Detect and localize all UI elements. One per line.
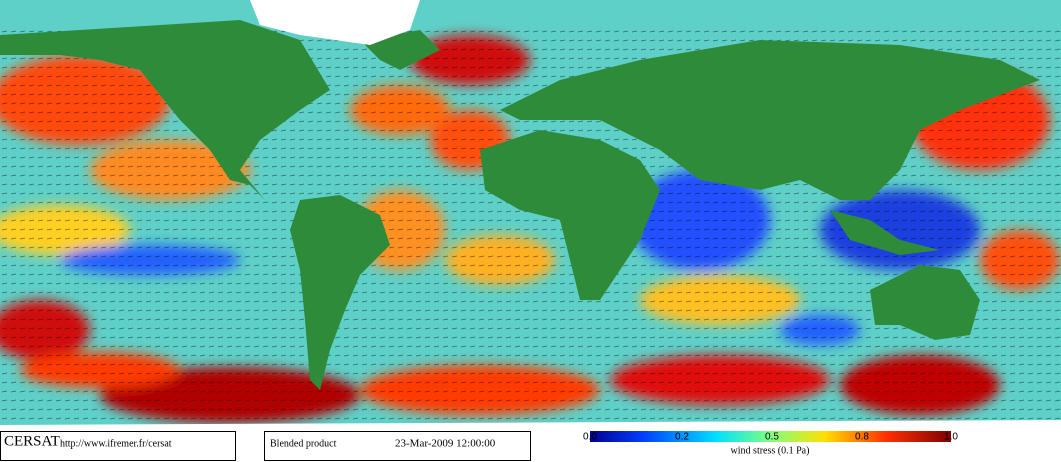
colorbar-ticks: 0.0 0.2 0.5 0.8 1.0	[583, 432, 958, 443]
colorbar-tick-label: 0.0	[583, 432, 597, 443]
brand: CERSAT	[4, 433, 60, 449]
land	[0, 0, 1061, 430]
brand-box	[0, 431, 236, 461]
colorbar-label: wind stress (0.1 Pa)	[731, 445, 810, 456]
colorbar	[590, 431, 951, 442]
product: Blended product	[270, 438, 337, 449]
colorbar-tick-label: 0.2	[675, 432, 689, 443]
date: 23-Mar-2009 12:00:00	[395, 438, 496, 450]
colorbar-tick-label: 0.8	[855, 432, 869, 443]
product-box	[264, 431, 531, 461]
colorbar-tick-label: 0.5	[765, 432, 779, 443]
footer: CERSAT http://www.ifremer.fr/cersat Blen…	[0, 430, 1061, 462]
url: http://www.ifremer.fr/cersat	[60, 438, 172, 449]
colorbar-tick-label: 1.0	[944, 432, 958, 443]
